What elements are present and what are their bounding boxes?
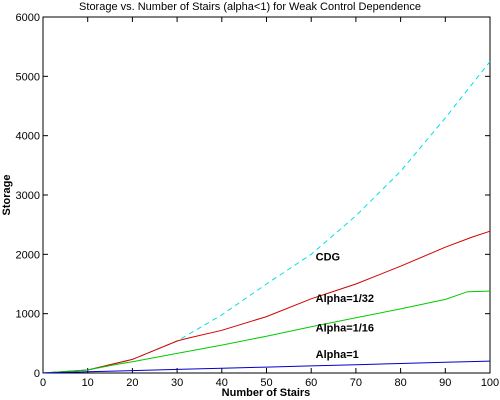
- x-axis-label: Number of Stairs: [222, 387, 311, 399]
- x-tick-label: 80: [394, 377, 406, 389]
- series-line-cdg: [42, 61, 491, 374]
- series-line-alpha-1-32: [42, 230, 491, 374]
- x-tick-label: 100: [481, 377, 499, 389]
- y-tick-label: 2000: [16, 249, 40, 261]
- annotation-label: Alpha=1: [316, 349, 359, 361]
- annotation-label: CDG: [316, 251, 340, 263]
- series-line-alpha-1-16: [42, 290, 491, 374]
- x-tick-label: 20: [126, 377, 138, 389]
- y-tick-label: 3000: [16, 190, 40, 202]
- x-tick-label: 60: [305, 377, 317, 389]
- y-axis: 0 1000 2000 3000 4000 5000 6000: [16, 12, 490, 380]
- x-tick-label: 90: [439, 377, 451, 389]
- y-tick-label: 1000: [16, 309, 40, 321]
- annotation-label: Alpha=1/16: [316, 322, 374, 334]
- x-axis: 0 10 20 30 40 50 60 70 80 90 100: [40, 17, 499, 389]
- chart-title: Storage vs. Number of Stairs (alpha<1) f…: [79, 1, 421, 13]
- y-tick-label: 5000: [16, 71, 40, 83]
- plot-frame: [42, 16, 491, 374]
- annotation-layer: CDG Alpha=1/32 Alpha=1/16 Alpha=1: [316, 251, 374, 361]
- x-tick-label: 30: [171, 377, 183, 389]
- x-tick-label: 10: [82, 377, 94, 389]
- x-tick-label: 70: [350, 377, 362, 389]
- x-tick-label: 40: [216, 377, 228, 389]
- series-layer: [42, 61, 491, 374]
- x-tick-label: 50: [260, 377, 272, 389]
- y-tick-label: 4000: [16, 131, 40, 143]
- x-tick-label: 0: [40, 377, 46, 389]
- y-tick-label: 6000: [16, 12, 40, 24]
- series-line-alpha-1: [42, 360, 491, 374]
- annotation-label: Alpha=1/32: [316, 293, 374, 305]
- y-axis-label: Storage: [1, 175, 13, 216]
- y-tick-label: 0: [34, 368, 40, 380]
